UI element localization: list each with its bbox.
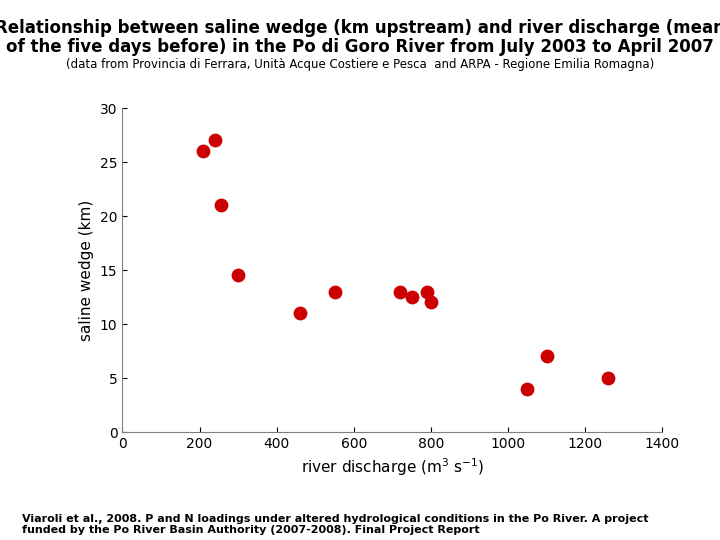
Text: Viaroli et al., 2008. P and N loadings under altered hydrological conditions in : Viaroli et al., 2008. P and N loadings u… xyxy=(22,514,648,524)
Point xyxy=(329,287,341,296)
Point xyxy=(541,352,552,361)
Point xyxy=(233,271,244,280)
Point xyxy=(603,374,614,382)
Point xyxy=(421,287,433,296)
Point xyxy=(406,293,418,301)
Point xyxy=(215,201,227,210)
Text: (data from Provincia di Ferrara, Unità Acque Costiere e Pesca  and ARPA - Region: (data from Provincia di Ferrara, Unità A… xyxy=(66,58,654,71)
Point xyxy=(294,309,305,318)
Point xyxy=(210,136,221,145)
X-axis label: river discharge (m$^3$ s$^{-1}$): river discharge (m$^3$ s$^{-1}$) xyxy=(301,456,484,478)
Text: of the five days before) in the Po di Goro River from July 2003 to April 2007: of the five days before) in the Po di Go… xyxy=(6,38,714,56)
Text: funded by the Po River Basin Authority (2007-2008). Final Project Report: funded by the Po River Basin Authority (… xyxy=(22,524,480,535)
Point xyxy=(197,147,210,156)
Point xyxy=(395,287,406,296)
Point xyxy=(426,298,437,307)
Text: Relationship between saline wedge (km upstream) and river discharge (mean: Relationship between saline wedge (km up… xyxy=(0,19,720,37)
Point xyxy=(521,384,533,393)
Y-axis label: saline wedge (km): saline wedge (km) xyxy=(79,199,94,341)
